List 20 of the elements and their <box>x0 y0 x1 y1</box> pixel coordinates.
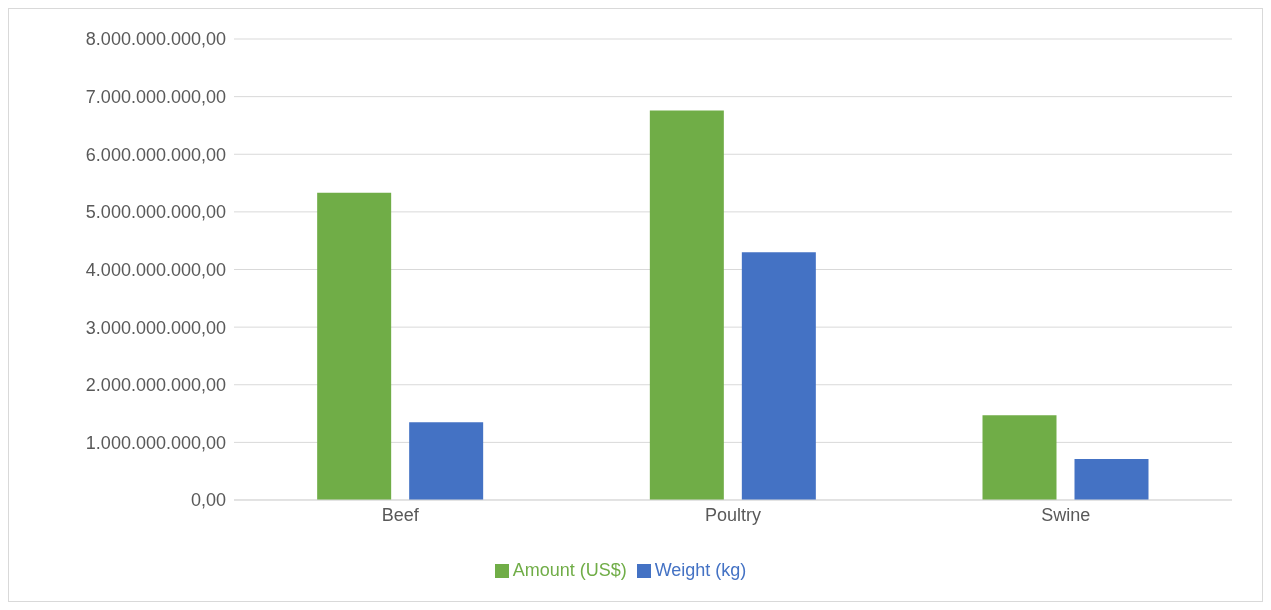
bar <box>1074 459 1149 500</box>
bar <box>741 252 816 500</box>
y-tick-label: 8.000.000.000,00 <box>85 29 226 50</box>
x-tick-label: Poultry <box>704 504 762 525</box>
y-tick-label: 4.000.000.000,00 <box>85 259 226 280</box>
legend-label: Weight (kg) <box>654 560 747 580</box>
bar <box>982 415 1057 500</box>
bar <box>649 110 724 500</box>
y-tick-label: 5.000.000.000,00 <box>85 202 226 223</box>
legend-label: Amount (US$) <box>512 560 627 580</box>
y-tick-label: 1.000.000.000,00 <box>85 432 226 453</box>
y-tick-label: 2.000.000.000,00 <box>85 375 226 396</box>
x-tick-label: Swine <box>1041 504 1091 525</box>
bar <box>409 422 484 500</box>
y-tick-label: 7.000.000.000,00 <box>85 87 226 108</box>
y-tick-label: 6.000.000.000,00 <box>85 144 226 165</box>
x-tick-label: Beef <box>381 504 420 525</box>
bar <box>317 192 392 500</box>
y-tick-label: 3.000.000.000,00 <box>85 317 226 338</box>
y-tick-label: 0,00 <box>190 490 226 511</box>
